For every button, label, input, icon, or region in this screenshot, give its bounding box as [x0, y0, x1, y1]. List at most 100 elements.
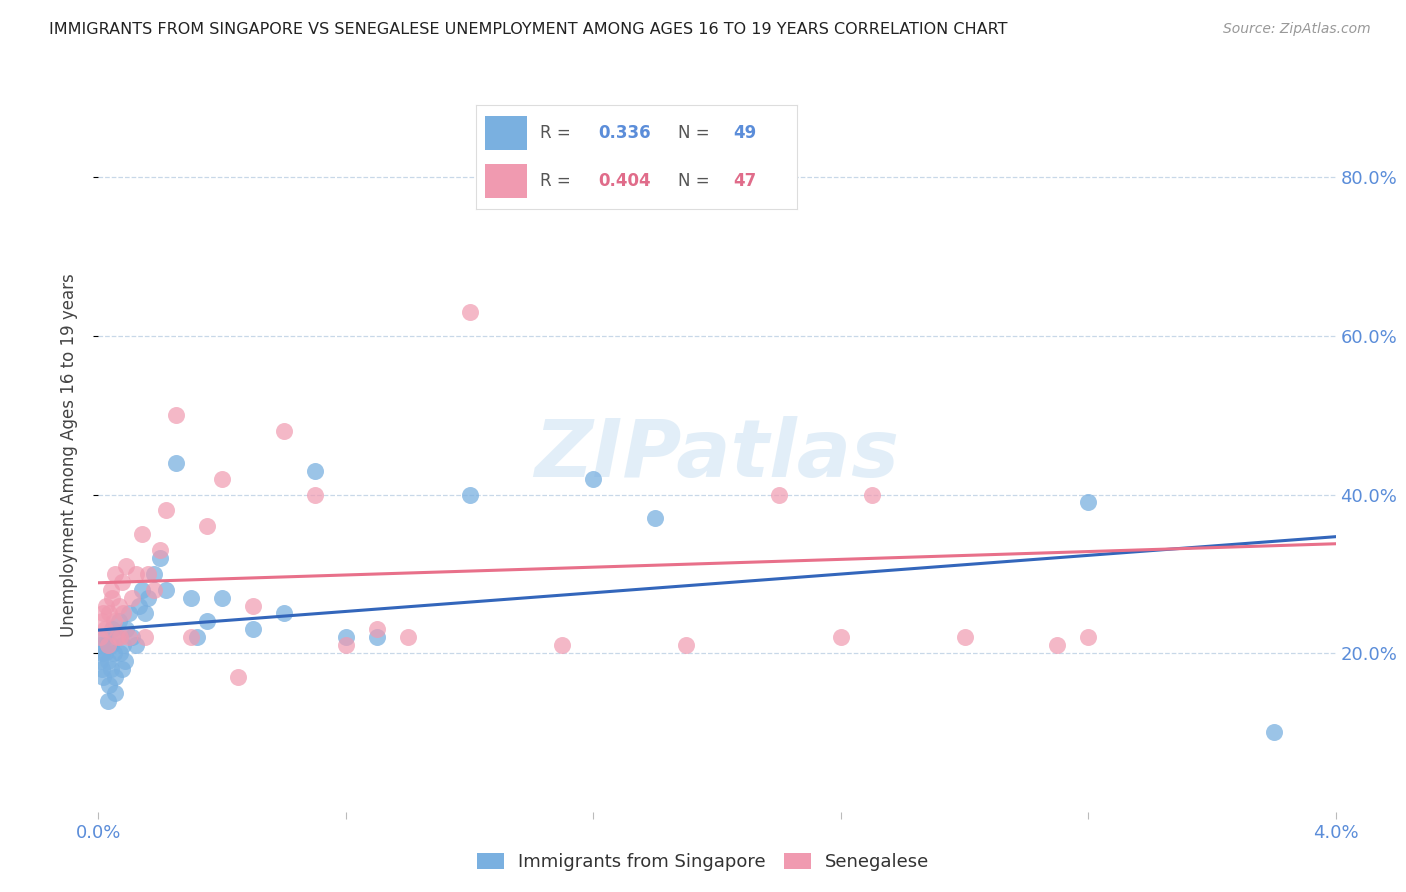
Point: [103, 686, 125, 700]
Point: [98, 607, 121, 621]
Point: [101, 623, 124, 637]
Point: [118, 607, 141, 621]
Point: [111, 662, 134, 676]
Point: [107, 599, 129, 613]
Point: [830, 630, 852, 644]
Point: [103, 615, 125, 629]
Point: [335, 638, 357, 652]
Point: [121, 630, 143, 644]
Point: [211, 472, 233, 486]
Point: [100, 662, 122, 676]
Point: [89, 654, 111, 668]
Point: [582, 472, 605, 486]
Point: [165, 409, 187, 423]
Point: [180, 591, 202, 605]
Point: [93, 630, 115, 644]
Point: [115, 558, 138, 573]
Point: [97, 694, 120, 708]
Point: [128, 599, 150, 613]
Point: [458, 487, 481, 501]
Point: [108, 630, 131, 644]
Point: [97, 638, 120, 652]
Point: [124, 566, 146, 581]
Point: [551, 638, 574, 652]
Point: [105, 630, 128, 644]
Point: [93, 623, 115, 637]
Point: [100, 582, 122, 597]
Point: [112, 638, 135, 652]
Point: [91, 662, 114, 676]
Point: [195, 615, 218, 629]
Point: [1263, 725, 1285, 739]
Point: [96, 638, 118, 652]
Point: [180, 630, 202, 644]
Point: [366, 623, 388, 637]
Point: [195, 519, 218, 533]
Point: [131, 527, 153, 541]
Point: [94, 646, 117, 660]
Point: [105, 630, 128, 644]
Point: [335, 630, 357, 644]
Point: [675, 638, 697, 652]
Point: [90, 646, 112, 660]
Point: [149, 551, 172, 566]
Point: [124, 638, 146, 652]
Point: [91, 607, 114, 621]
Point: [115, 623, 138, 637]
Point: [366, 630, 388, 644]
Point: [242, 599, 264, 613]
Point: [90, 638, 112, 652]
Y-axis label: Unemployment Among Ages 16 to 19 years: Unemployment Among Ages 16 to 19 years: [59, 273, 77, 637]
Point: [108, 646, 131, 660]
Point: [165, 456, 187, 470]
Point: [953, 630, 976, 644]
Point: [104, 566, 127, 581]
Point: [143, 582, 166, 597]
Point: [226, 670, 249, 684]
Point: [242, 623, 264, 637]
Point: [273, 424, 295, 438]
Point: [860, 487, 883, 501]
Point: [103, 646, 125, 660]
Point: [96, 599, 118, 613]
Point: [98, 678, 121, 692]
Point: [458, 305, 481, 319]
Point: [89, 630, 111, 644]
Point: [134, 630, 156, 644]
Point: [186, 630, 208, 644]
Point: [1077, 495, 1099, 509]
Point: [211, 591, 233, 605]
Point: [121, 591, 143, 605]
Point: [100, 638, 122, 652]
Point: [136, 566, 159, 581]
Text: ZIPatlas: ZIPatlas: [534, 416, 900, 494]
Point: [118, 630, 141, 644]
Point: [582, 162, 605, 177]
Point: [304, 487, 326, 501]
Point: [155, 582, 177, 597]
Point: [273, 607, 295, 621]
Point: [114, 654, 136, 668]
Point: [134, 607, 156, 621]
Point: [1077, 630, 1099, 644]
Point: [304, 464, 326, 478]
Point: [131, 582, 153, 597]
Point: [112, 607, 135, 621]
Point: [149, 543, 172, 558]
Legend: Immigrants from Singapore, Senegalese: Immigrants from Singapore, Senegalese: [470, 846, 936, 879]
Point: [136, 591, 159, 605]
Point: [90, 615, 112, 629]
Point: [644, 511, 666, 525]
Text: IMMIGRANTS FROM SINGAPORE VS SENEGALESE UNEMPLOYMENT AMONG AGES 16 TO 19 YEARS C: IMMIGRANTS FROM SINGAPORE VS SENEGALESE …: [49, 22, 1008, 37]
Point: [104, 670, 127, 684]
Point: [101, 591, 124, 605]
Point: [91, 670, 114, 684]
Point: [396, 630, 419, 644]
Point: [111, 574, 134, 589]
Point: [1046, 638, 1069, 652]
Point: [143, 566, 166, 581]
Point: [97, 654, 120, 668]
Text: Source: ZipAtlas.com: Source: ZipAtlas.com: [1223, 22, 1371, 37]
Point: [107, 615, 129, 629]
Point: [155, 503, 177, 517]
